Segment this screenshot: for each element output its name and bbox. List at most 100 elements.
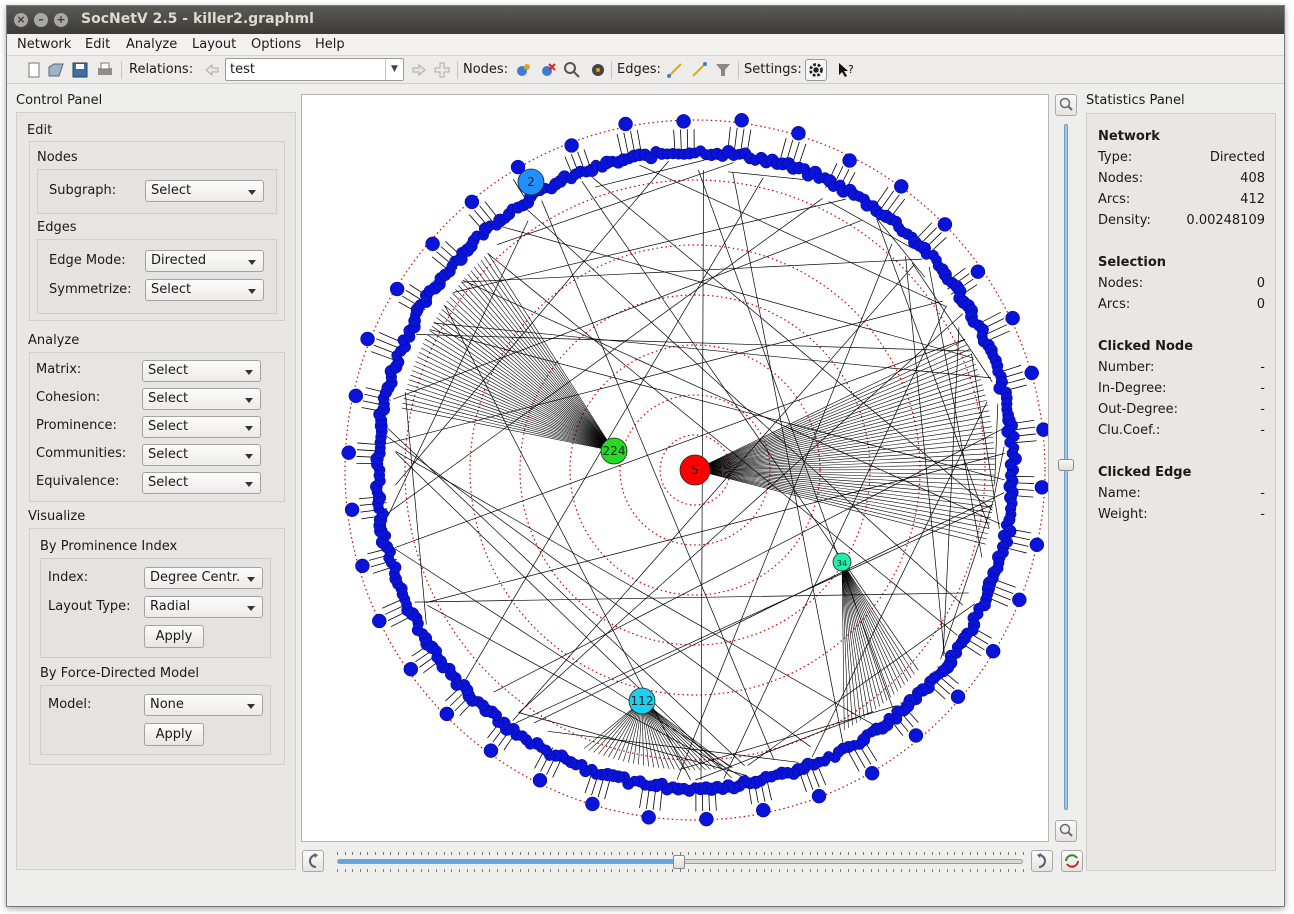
graph-node[interactable]	[1029, 537, 1045, 553]
graph-node[interactable]	[950, 689, 966, 704]
labeled-node[interactable]	[517, 168, 545, 196]
chevron-down-icon[interactable]: ▼	[385, 59, 403, 80]
rotation-slider-handle[interactable]	[673, 855, 685, 869]
reset-view-button[interactable]	[1061, 850, 1083, 872]
graph-node[interactable]	[1024, 365, 1039, 381]
print-icon[interactable]	[96, 61, 114, 79]
node-properties-icon[interactable]	[589, 61, 607, 79]
graph-node[interactable]	[585, 796, 600, 812]
menu-options[interactable]: Options	[251, 37, 302, 52]
graph-node[interactable]	[439, 706, 455, 722]
graph-node[interactable]	[937, 217, 953, 232]
equivalence-select[interactable]: Select	[142, 472, 261, 494]
slider-tick	[337, 852, 338, 855]
rotate-right-button[interactable]	[1031, 850, 1053, 872]
previous-relation-icon[interactable]	[203, 61, 221, 79]
menu-edit[interactable]: Edit	[85, 37, 111, 52]
find-node-icon[interactable]	[563, 61, 581, 79]
graph-node[interactable]	[360, 331, 375, 347]
menu-analyze[interactable]: Analyze	[126, 37, 178, 52]
graph-node[interactable]	[403, 661, 419, 677]
graph-node[interactable]	[348, 388, 364, 404]
graph-node[interactable]	[564, 138, 579, 153]
graph-node[interactable]	[641, 810, 656, 825]
graph-node[interactable]	[464, 194, 480, 210]
index-select[interactable]: Degree Centr.	[144, 567, 263, 589]
graph-node[interactable]	[842, 153, 857, 168]
graph-edge	[841, 561, 853, 726]
zoom-slider-handle[interactable]	[1058, 459, 1074, 471]
close-window-button[interactable]: ×	[14, 13, 28, 27]
labeled-node[interactable]	[600, 437, 628, 465]
graph-node[interactable]	[425, 236, 440, 252]
graph-node[interactable]	[1034, 480, 1050, 495]
graph-node[interactable]	[676, 114, 691, 129]
remove-edge-icon[interactable]	[690, 61, 708, 79]
layout-type-select[interactable]: Radial	[144, 596, 263, 618]
edge-mode-select[interactable]: Directed	[145, 250, 264, 272]
matrix-select[interactable]: Select	[142, 360, 261, 382]
menu-help[interactable]: Help	[315, 37, 345, 52]
save-icon[interactable]	[71, 61, 89, 79]
menu-layout[interactable]: Layout	[192, 37, 237, 52]
graph-node[interactable]	[372, 613, 387, 629]
graph-node[interactable]	[791, 125, 806, 141]
prominence-select[interactable]: Select	[142, 416, 261, 438]
filter-edges-icon[interactable]	[714, 61, 732, 79]
zoom-in-button[interactable]	[1055, 94, 1077, 116]
graph-node[interactable]	[510, 159, 526, 175]
remove-node-icon[interactable]	[539, 61, 557, 79]
graph-node[interactable]	[483, 743, 499, 758]
slider-tick	[931, 852, 933, 855]
graph-node[interactable]	[1012, 592, 1027, 608]
labeled-node[interactable]	[679, 454, 711, 486]
minimize-window-button[interactable]: –	[34, 13, 48, 27]
graph-node[interactable]	[341, 445, 356, 460]
whats-this-help-icon[interactable]: ?	[837, 61, 855, 79]
apply-prominence-button[interactable]: Apply	[144, 625, 204, 648]
relation-select[interactable]: test ▼	[225, 58, 404, 81]
subgraph-select[interactable]: Select	[145, 180, 264, 202]
graph-node[interactable]	[985, 643, 1001, 659]
graph-node[interactable]	[344, 502, 360, 517]
graph-node[interactable]	[389, 281, 405, 297]
graph-node[interactable]	[734, 113, 749, 128]
add-edge-icon[interactable]	[666, 61, 684, 79]
labeled-nodes[interactable]: 5 224 112 34 2	[517, 168, 852, 715]
graph-node[interactable]	[908, 728, 924, 743]
graph-node[interactable]	[893, 179, 909, 194]
graph-node[interactable]	[355, 558, 370, 574]
slider-tick	[580, 869, 582, 872]
graph-node[interactable]	[699, 811, 714, 827]
graph-canvas[interactable]: 5 224 112 34 2	[301, 94, 1051, 842]
symmetrize-select[interactable]: Select	[145, 279, 264, 301]
add-node-icon[interactable]	[514, 61, 532, 79]
rotate-left-button[interactable]	[302, 850, 324, 872]
graph-node[interactable]	[618, 116, 633, 132]
model-select[interactable]: None	[144, 694, 263, 716]
labeled-node[interactable]	[628, 687, 656, 715]
cohesion-select[interactable]: Select	[142, 388, 261, 410]
open-file-icon[interactable]	[47, 61, 65, 79]
graph-edge	[641, 700, 727, 769]
graph-node[interactable]	[864, 765, 880, 781]
zoom-out-button[interactable]	[1055, 820, 1077, 842]
menu-network[interactable]: Network	[17, 37, 72, 52]
graph-node[interactable]	[970, 264, 986, 279]
communities-select[interactable]: Select	[142, 444, 261, 466]
add-relation-icon[interactable]	[433, 61, 451, 79]
graph-nodes[interactable]	[341, 113, 1051, 827]
maximize-window-button[interactable]: +	[54, 13, 68, 27]
graph-node[interactable]	[1036, 422, 1051, 437]
new-file-icon[interactable]	[25, 61, 43, 79]
graph-node[interactable]	[756, 802, 771, 818]
graph-drawing[interactable]: 5 224 112 34 2	[302, 95, 1051, 841]
gear-icon[interactable]	[805, 59, 827, 81]
apply-force-button[interactable]: Apply	[144, 723, 204, 746]
graph-node[interactable]	[1004, 458, 1017, 471]
labeled-node[interactable]	[832, 552, 852, 572]
graph-node[interactable]	[532, 773, 548, 788]
graph-node[interactable]	[811, 788, 827, 804]
next-relation-icon[interactable]	[410, 61, 428, 79]
graph-node[interactable]	[1005, 310, 1020, 326]
